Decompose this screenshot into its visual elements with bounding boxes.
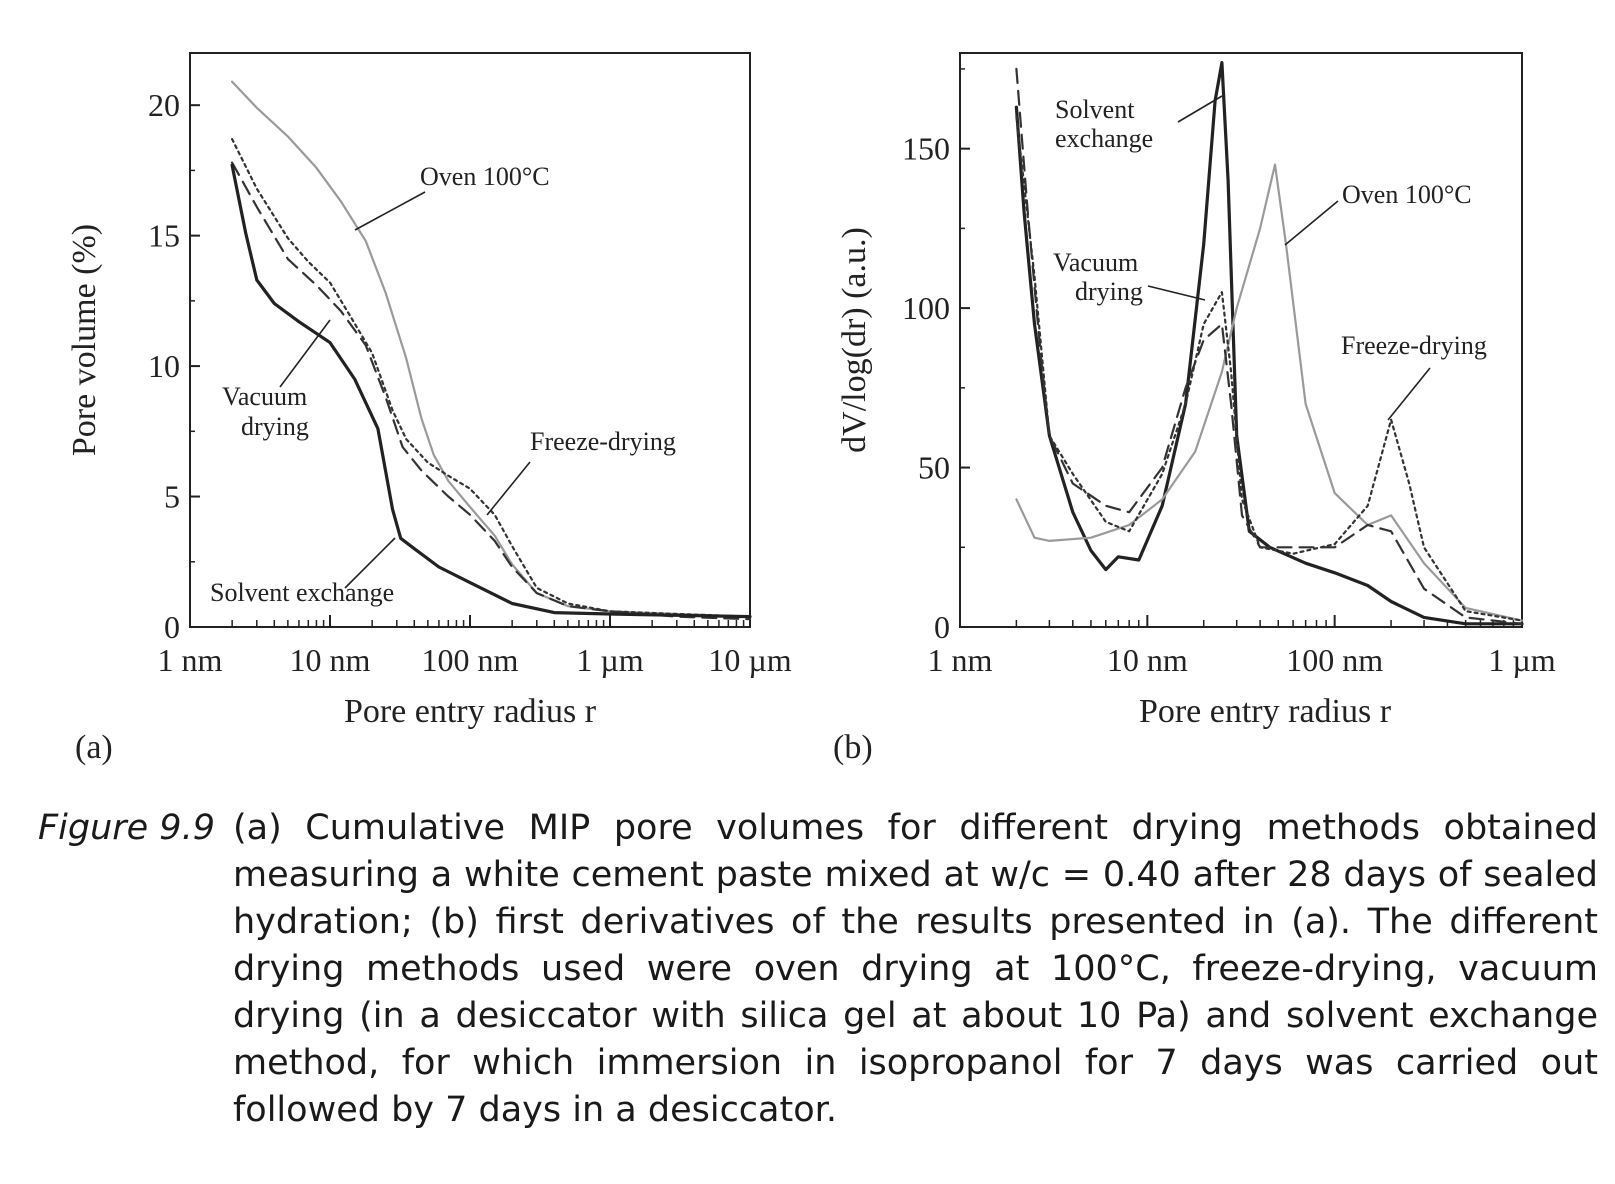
caption-text: (a) Cumulative MIP pore volumes for diff…: [232, 808, 1598, 1130]
x-tick-label: 100 nm: [1286, 642, 1383, 678]
series-line-oven-100-c: [231, 80, 752, 618]
figure-caption: Figure 9.9 (a) Cumulative MIP pore volum…: [38, 805, 1598, 1134]
chart-b: 0 50 100 150 1 nm 10 nm 100 nm 1 µm Pore entry r…: [833, 52, 1556, 766]
annotation-leader: [1387, 367, 1431, 421]
annotation-label: Oven 100°C: [1342, 180, 1472, 209]
y-tick-label: 150: [902, 131, 950, 167]
annotation-label: Freeze-drying: [530, 427, 676, 456]
y-axis-title: Pore volume (%): [66, 224, 103, 456]
series-line-oven-100-c: [1015, 163, 1524, 622]
y-tick-label: 100: [902, 290, 950, 326]
annotation-label: drying: [1075, 277, 1143, 306]
y-tick-label: 50: [918, 450, 950, 486]
annotation-leader: [1177, 95, 1223, 123]
y-tick-label: 10: [148, 348, 180, 384]
chart-a: 0 5 10 15 20 1 nm 10 nm 100 nm 1 µm 10 µm Pore ent…: [66, 52, 792, 766]
panel-label: (a): [75, 729, 113, 766]
series-line-vacuum-drying: [1015, 67, 1524, 625]
annotation-label: Solvent: [1055, 95, 1135, 124]
series-line-freeze-drying: [1015, 115, 1524, 622]
annotation-label: Freeze-drying: [1341, 331, 1487, 360]
annotation-leader: [486, 461, 531, 516]
plot-frame: [189, 52, 751, 628]
x-tick-label: 10 nm: [1107, 642, 1188, 678]
x-axis-title: Pore entry radius r: [344, 693, 597, 730]
x-tick-label: 1 nm: [158, 642, 223, 678]
y-axis-title: dV/log(dr) (a.u.): [836, 227, 873, 453]
x-tick-label: 1 µm: [1488, 642, 1555, 678]
x-tick-label: 100 nm: [422, 642, 519, 678]
annotation-leader: [344, 537, 396, 589]
annotation-label: Vacuum: [222, 382, 307, 411]
caption-number: Figure 9.9: [38, 808, 215, 848]
annotation-leader: [1147, 285, 1206, 301]
annotation-label: Solvent exchange: [210, 578, 394, 607]
panel-label: (b): [833, 729, 873, 766]
annotation-label: exchange: [1055, 124, 1153, 153]
x-tick-label: 10 µm: [708, 642, 791, 678]
x-tick-label: 1 µm: [576, 642, 643, 678]
annotation-leader: [354, 191, 426, 231]
y-tick-label: 0: [164, 609, 180, 645]
y-tick-label: 20: [148, 87, 180, 123]
y-tick-label: 5: [164, 479, 180, 515]
series-line-vacuum-drying: [231, 161, 752, 621]
annotation-label: Oven 100°C: [420, 162, 550, 191]
annotation-label: Vacuum: [1053, 248, 1138, 277]
annotation-leader: [279, 319, 331, 388]
y-tick-label: 15: [148, 218, 180, 254]
series-line-freeze-drying: [231, 138, 752, 618]
y-tick-label: 0: [934, 609, 950, 645]
annotation-leader: [1284, 200, 1339, 246]
annotation-label: drying: [241, 412, 309, 441]
x-axis-title: Pore entry radius r: [1139, 693, 1392, 730]
plot-frame: [959, 52, 1523, 628]
x-tick-label: 1 nm: [928, 642, 993, 678]
series-line-solvent-exchange: [230, 163, 752, 619]
x-tick-label: 10 nm: [290, 642, 371, 678]
